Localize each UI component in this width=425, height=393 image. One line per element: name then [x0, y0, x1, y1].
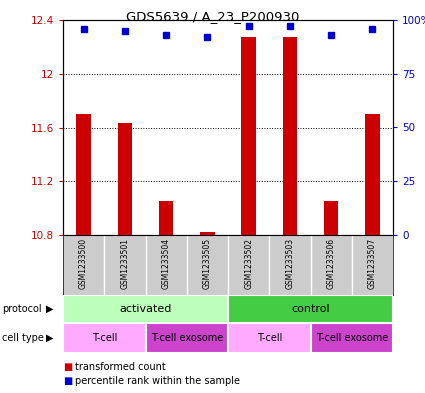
Bar	[228, 295, 393, 323]
Text: GSM1233504: GSM1233504	[162, 238, 170, 289]
Bar	[118, 123, 132, 235]
Text: ▶: ▶	[45, 333, 53, 343]
Bar	[283, 37, 297, 235]
Text: transformed count: transformed count	[75, 362, 166, 372]
Text: GSM1233503: GSM1233503	[285, 238, 295, 289]
Text: cell type: cell type	[2, 333, 44, 343]
Text: control: control	[291, 304, 330, 314]
Bar	[159, 201, 173, 235]
Bar	[241, 37, 256, 235]
Text: GSM1233506: GSM1233506	[327, 238, 336, 289]
Bar	[63, 295, 228, 323]
Bar	[76, 114, 91, 235]
Bar	[63, 323, 145, 353]
Text: GSM1233502: GSM1233502	[244, 238, 253, 289]
Bar	[200, 232, 215, 235]
Bar	[145, 323, 228, 353]
Text: activated: activated	[119, 304, 172, 314]
Text: GSM1233500: GSM1233500	[79, 238, 88, 289]
Text: T-cell: T-cell	[91, 333, 117, 343]
Text: T-cell exosome: T-cell exosome	[150, 333, 223, 343]
Text: ▶: ▶	[45, 304, 53, 314]
Text: ■: ■	[63, 362, 72, 372]
Text: percentile rank within the sample: percentile rank within the sample	[75, 376, 240, 386]
Text: protocol: protocol	[2, 304, 42, 314]
Text: GSM1233505: GSM1233505	[203, 238, 212, 289]
Text: GDS5639 / A_23_P200930: GDS5639 / A_23_P200930	[126, 10, 299, 23]
Text: ■: ■	[63, 376, 72, 386]
Text: GSM1233501: GSM1233501	[120, 238, 129, 289]
Bar	[365, 114, 380, 235]
Text: T-cell: T-cell	[257, 333, 282, 343]
Text: T-cell exosome: T-cell exosome	[316, 333, 388, 343]
Bar	[228, 323, 311, 353]
Bar	[311, 323, 393, 353]
Text: GSM1233507: GSM1233507	[368, 238, 377, 289]
Bar	[324, 201, 338, 235]
